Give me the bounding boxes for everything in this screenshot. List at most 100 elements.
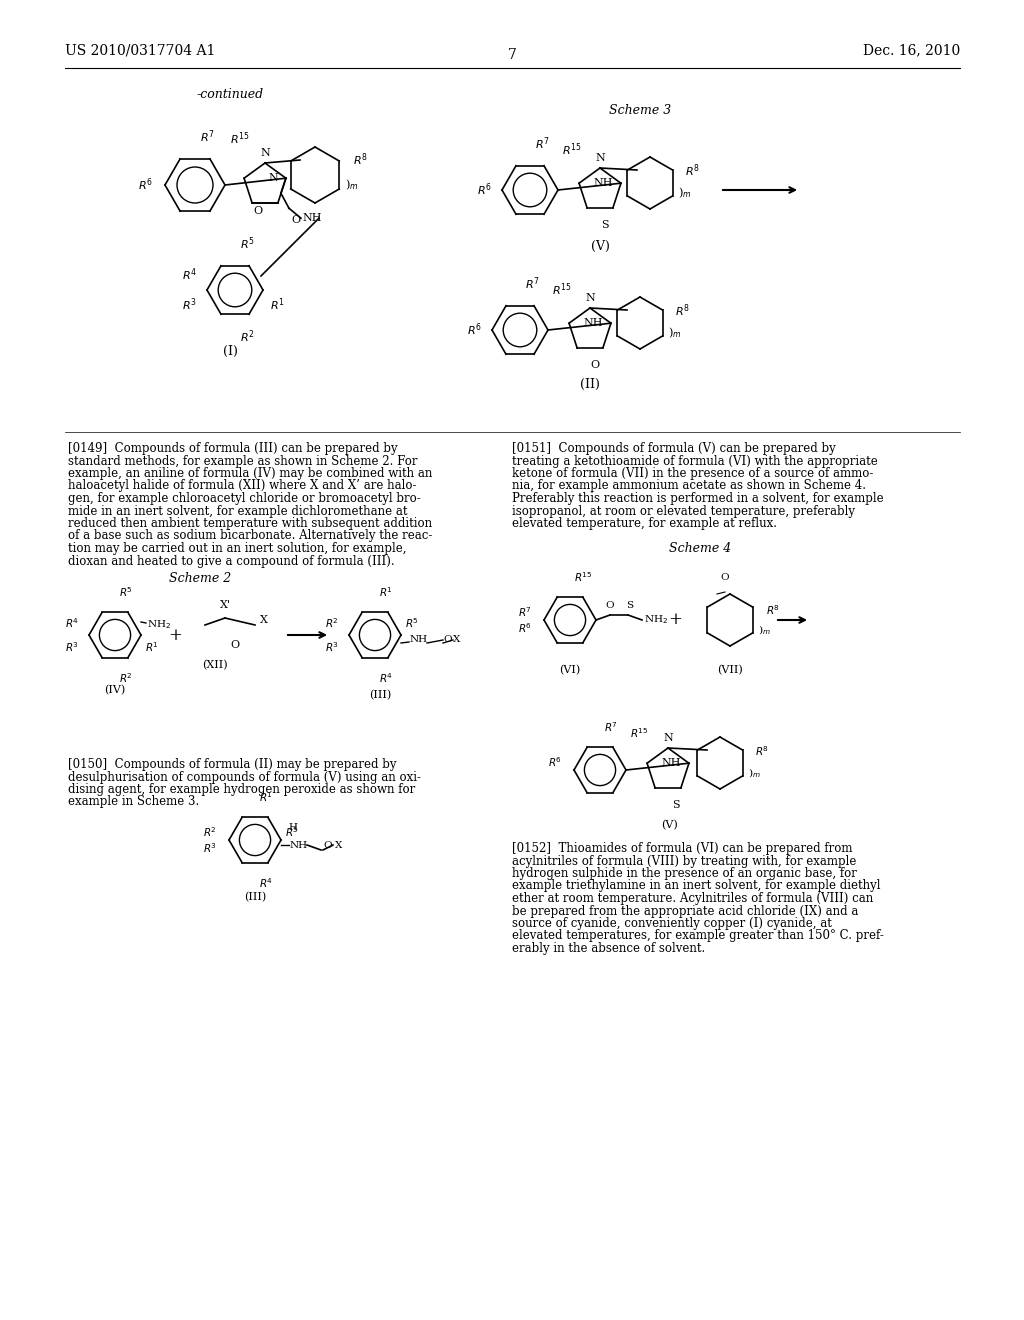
Text: $R^4$: $R^4$ — [259, 876, 273, 890]
Text: O: O — [291, 215, 300, 226]
Text: Scheme 4: Scheme 4 — [669, 541, 731, 554]
Text: elevated temperature, for example at reflux.: elevated temperature, for example at ref… — [512, 517, 777, 531]
Text: )$_m$: )$_m$ — [668, 326, 681, 341]
Text: $R^5$: $R^5$ — [285, 825, 299, 840]
Text: $R^8$: $R^8$ — [353, 152, 368, 168]
Text: NH: NH — [290, 841, 308, 850]
Text: $R^8$: $R^8$ — [675, 302, 690, 319]
Text: $R^6$: $R^6$ — [477, 182, 492, 198]
Text: 7: 7 — [508, 48, 516, 62]
Text: desulphurisation of compounds of formula (V) using an oxi-: desulphurisation of compounds of formula… — [68, 771, 421, 784]
Text: NH: NH — [662, 758, 681, 768]
Text: N: N — [260, 148, 270, 158]
Text: (III): (III) — [244, 892, 266, 903]
Text: )$_m$: )$_m$ — [345, 178, 358, 193]
Text: N: N — [664, 733, 673, 743]
Text: (V): (V) — [591, 240, 609, 253]
Text: example in Scheme 3.: example in Scheme 3. — [68, 796, 200, 808]
Text: O: O — [591, 360, 599, 370]
Text: ketone of formula (VII) in the presence of a source of ammo-: ketone of formula (VII) in the presence … — [512, 467, 873, 480]
Text: (III): (III) — [369, 690, 391, 701]
Text: NH: NH — [303, 214, 323, 223]
Text: H: H — [289, 822, 298, 832]
Text: NH$_2$: NH$_2$ — [147, 619, 171, 631]
Text: ether at room temperature. Acylnitriles of formula (VIII) can: ether at room temperature. Acylnitriles … — [512, 892, 873, 906]
Text: )$_m$: )$_m$ — [758, 623, 771, 636]
Text: $R^3$: $R^3$ — [65, 640, 79, 653]
Text: $R^6$: $R^6$ — [467, 322, 482, 338]
Text: )$_m$: )$_m$ — [678, 186, 691, 201]
Text: dioxan and heated to give a compound of formula (III).: dioxan and heated to give a compound of … — [68, 554, 394, 568]
Text: $R^5$: $R^5$ — [240, 235, 255, 252]
Text: elevated temperatures, for example greater than 150° C. pref-: elevated temperatures, for example great… — [512, 929, 884, 942]
Text: $R^7$: $R^7$ — [525, 276, 540, 292]
Text: source of cyanide, conveniently copper (I) cyanide, at: source of cyanide, conveniently copper (… — [512, 917, 831, 931]
Text: O: O — [323, 841, 332, 850]
Text: $R^8$: $R^8$ — [755, 744, 769, 758]
Text: be prepared from the appropriate acid chloride (IX) and a: be prepared from the appropriate acid ch… — [512, 904, 858, 917]
Text: tion may be carried out in an inert solution, for example,: tion may be carried out in an inert solu… — [68, 543, 407, 554]
Text: isopropanol, at room or elevated temperature, preferably: isopropanol, at room or elevated tempera… — [512, 504, 855, 517]
Text: standard methods, for example as shown in Scheme 2. For: standard methods, for example as shown i… — [68, 454, 418, 467]
Text: $R^5$: $R^5$ — [119, 585, 133, 599]
Text: hydrogen sulphide in the presence of an organic base, for: hydrogen sulphide in the presence of an … — [512, 867, 857, 880]
Text: $R^7$: $R^7$ — [200, 128, 215, 145]
Text: N: N — [585, 293, 595, 304]
Text: -continued: -continued — [197, 88, 263, 102]
Text: (V): (V) — [662, 820, 678, 830]
Text: $R^6$: $R^6$ — [548, 755, 562, 768]
Text: Preferably this reaction is performed in a solvent, for example: Preferably this reaction is performed in… — [512, 492, 884, 506]
Text: dising agent, for example hydrogen peroxide as shown for: dising agent, for example hydrogen perox… — [68, 783, 416, 796]
Text: $R^8$: $R^8$ — [766, 603, 780, 616]
Text: reduced then ambient temperature with subsequent addition: reduced then ambient temperature with su… — [68, 517, 432, 531]
Text: acylnitriles of formula (VIII) by treating with, for example: acylnitriles of formula (VIII) by treati… — [512, 854, 856, 867]
Text: N: N — [595, 153, 605, 162]
Text: $R^{15}$: $R^{15}$ — [574, 570, 593, 583]
Text: $R^{15}$: $R^{15}$ — [630, 726, 648, 741]
Text: NH: NH — [410, 635, 428, 644]
Text: $R^2$: $R^2$ — [203, 825, 217, 840]
Text: (VII): (VII) — [717, 665, 742, 676]
Text: $R^6$: $R^6$ — [518, 622, 532, 635]
Text: $R^3$: $R^3$ — [203, 841, 217, 855]
Text: $R^4$: $R^4$ — [65, 616, 79, 630]
Text: mide in an inert solvent, for example dichloromethane at: mide in an inert solvent, for example di… — [68, 504, 408, 517]
Text: $R^{15}$: $R^{15}$ — [562, 141, 582, 158]
Text: [0149]  Compounds of formula (III) can be prepared by: [0149] Compounds of formula (III) can be… — [68, 442, 397, 455]
Text: erably in the absence of solvent.: erably in the absence of solvent. — [512, 942, 706, 954]
Text: haloacetyl halide of formula (XII) where X and X’ are halo-: haloacetyl halide of formula (XII) where… — [68, 479, 417, 492]
Text: O: O — [254, 206, 263, 215]
Text: $R^4$: $R^4$ — [182, 267, 197, 284]
Text: treating a ketothioamide of formula (VI) with the appropriate: treating a ketothioamide of formula (VI)… — [512, 454, 878, 467]
Text: (II): (II) — [580, 378, 600, 391]
Text: [0151]  Compounds of formula (V) can be prepared by: [0151] Compounds of formula (V) can be p… — [512, 442, 836, 455]
Text: [0152]  Thioamides of formula (VI) can be prepared from: [0152] Thioamides of formula (VI) can be… — [512, 842, 853, 855]
Text: $R^2$: $R^2$ — [119, 671, 133, 685]
Text: NH: NH — [584, 318, 603, 329]
Text: nia, for example ammonium acetate as shown in Scheme 4.: nia, for example ammonium acetate as sho… — [512, 479, 866, 492]
Text: )$_m$: )$_m$ — [748, 766, 761, 780]
Text: $R^3$: $R^3$ — [325, 640, 339, 653]
Text: $R^1$: $R^1$ — [379, 585, 393, 599]
Text: O: O — [230, 640, 240, 649]
Text: Scheme 2: Scheme 2 — [169, 572, 231, 585]
Text: $R^1$: $R^1$ — [270, 297, 285, 313]
Text: $R^{15}$: $R^{15}$ — [552, 281, 571, 298]
Text: example triethylamine in an inert solvent, for example diethyl: example triethylamine in an inert solven… — [512, 879, 881, 892]
Text: Scheme 3: Scheme 3 — [609, 103, 671, 116]
Text: $R^4$: $R^4$ — [379, 671, 393, 685]
Text: NH: NH — [594, 178, 613, 189]
Text: $R^{15}$: $R^{15}$ — [230, 131, 250, 147]
Text: $R^7$: $R^7$ — [604, 721, 617, 734]
Text: +: + — [668, 611, 682, 628]
Text: $R^1$: $R^1$ — [145, 640, 159, 653]
Text: S: S — [672, 800, 680, 809]
Text: (VI): (VI) — [559, 665, 581, 676]
Text: (I): (I) — [222, 345, 238, 358]
Text: example, an aniline of formula (IV) may be combined with an: example, an aniline of formula (IV) may … — [68, 467, 432, 480]
Text: $R^6$: $R^6$ — [138, 177, 153, 193]
Text: O: O — [721, 573, 729, 582]
Text: [0150]  Compounds of formula (II) may be prepared by: [0150] Compounds of formula (II) may be … — [68, 758, 396, 771]
Text: $R^7$: $R^7$ — [518, 605, 532, 619]
Text: S: S — [601, 220, 608, 230]
